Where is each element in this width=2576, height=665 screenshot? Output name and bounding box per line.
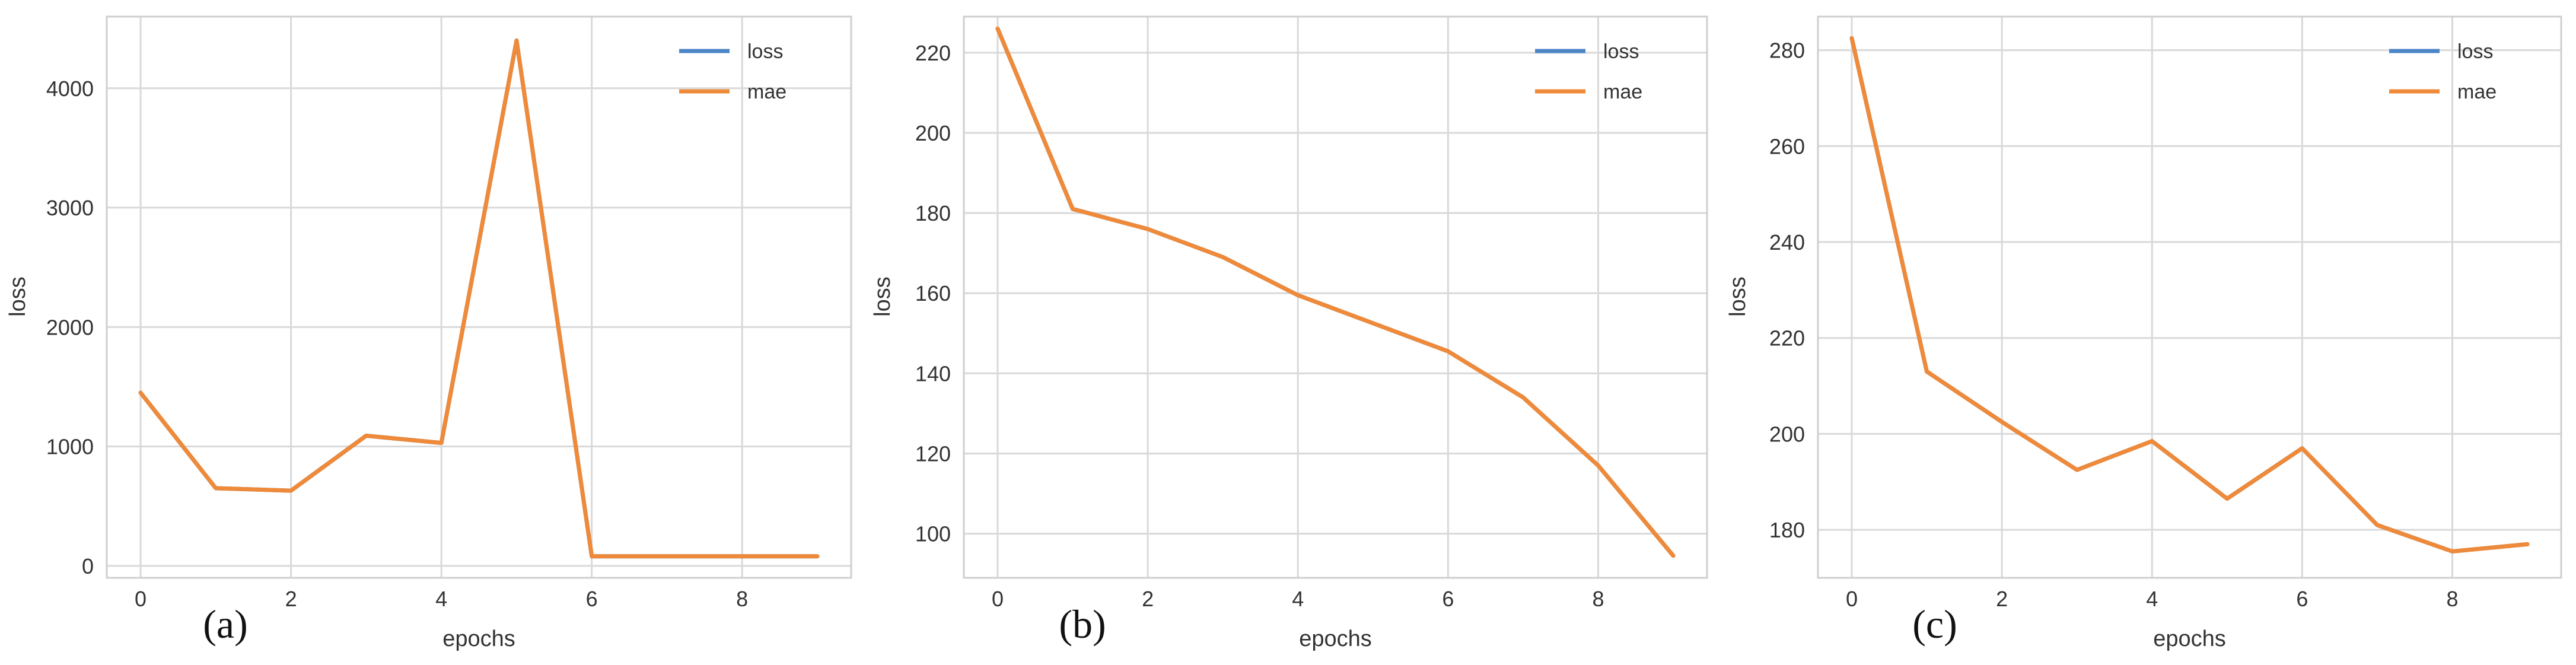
x-tick-label: 4 <box>1292 587 1304 611</box>
plot-area <box>1818 17 2561 578</box>
x-tick-label: 2 <box>1996 587 2008 611</box>
x-axis-label: epochs <box>442 626 515 651</box>
y-axis-label: loss <box>5 276 30 317</box>
y-tick-label: 240 <box>1769 230 1805 254</box>
legend-label-mae: mae <box>1603 81 1642 103</box>
y-tick-label: 2000 <box>46 315 94 339</box>
y-tick-label: 1000 <box>46 435 94 459</box>
panel-label: (c) <box>1912 602 1957 647</box>
x-axis-label: epochs <box>1299 626 1372 651</box>
y-tick-label: 280 <box>1769 39 1805 63</box>
y-tick-label: 180 <box>915 201 951 225</box>
x-axis-label: epochs <box>2153 626 2226 651</box>
y-axis-label: loss <box>1725 276 1750 317</box>
chart-panel-1: 0 2 4 6 8 0 1000 2000 3000 4000 epochs loss loss mae (… <box>5 15 852 651</box>
legend-label-mae: mae <box>747 81 787 103</box>
y-tick-label: 180 <box>1769 518 1805 542</box>
x-tick-label: 2 <box>285 587 297 611</box>
x-tick-label: 4 <box>435 587 447 611</box>
y-tick-label: 140 <box>915 361 951 386</box>
y-tick-label: 200 <box>1769 422 1805 446</box>
plot-frame <box>963 15 1708 579</box>
x-tick-label: 6 <box>2296 587 2308 611</box>
y-tick-label: 160 <box>915 281 951 306</box>
chart-panel-3: 0 2 4 6 8 180 200 220 240 260 280 epochs loss loss mae… <box>1725 15 2562 651</box>
legend-label-loss: loss <box>747 40 783 63</box>
y-axis-label: loss <box>870 276 895 317</box>
y-tick-label: 120 <box>915 442 951 466</box>
series-line-mae <box>995 26 1676 558</box>
panel-label: (b) <box>1059 602 1106 647</box>
x-tick-label: 2 <box>1142 587 1154 611</box>
y-tick-label: 220 <box>915 41 951 65</box>
y-tick-label: 4000 <box>46 77 94 101</box>
x-tick-label: 6 <box>1442 587 1454 611</box>
series-line-mae <box>138 38 820 559</box>
x-tick-label: 8 <box>1592 587 1604 611</box>
legend-label-loss: loss <box>2457 40 2493 63</box>
y-tick-label: 220 <box>1769 326 1805 351</box>
x-tick-label: 0 <box>1846 587 1858 611</box>
x-tick-label: 6 <box>586 587 598 611</box>
x-tick-label: 8 <box>2446 587 2458 611</box>
y-tick-label: 100 <box>915 522 951 546</box>
y-tick-label: 200 <box>915 121 951 145</box>
x-tick-label: 4 <box>2146 587 2158 611</box>
plot-frame <box>106 15 852 579</box>
x-tick-label: 0 <box>135 587 147 611</box>
legend-label-loss: loss <box>1603 40 1639 63</box>
plot-area <box>964 17 1707 578</box>
legend-label-mae: mae <box>2457 81 2497 103</box>
series-line-mae <box>1849 36 2530 553</box>
y-tick-label: 3000 <box>46 196 94 220</box>
y-tick-label: 0 <box>82 554 94 578</box>
x-tick-label: 0 <box>992 587 1004 611</box>
plot-area <box>107 17 851 578</box>
y-tick-label: 260 <box>1769 134 1805 158</box>
x-tick-label: 8 <box>736 587 748 611</box>
panel-label: (a) <box>203 602 247 647</box>
chart-panel-2: 0 2 4 6 8 100 120 140 160 180 200 220 epochs loss loss… <box>870 15 1708 651</box>
plot-frame <box>1817 15 2562 579</box>
